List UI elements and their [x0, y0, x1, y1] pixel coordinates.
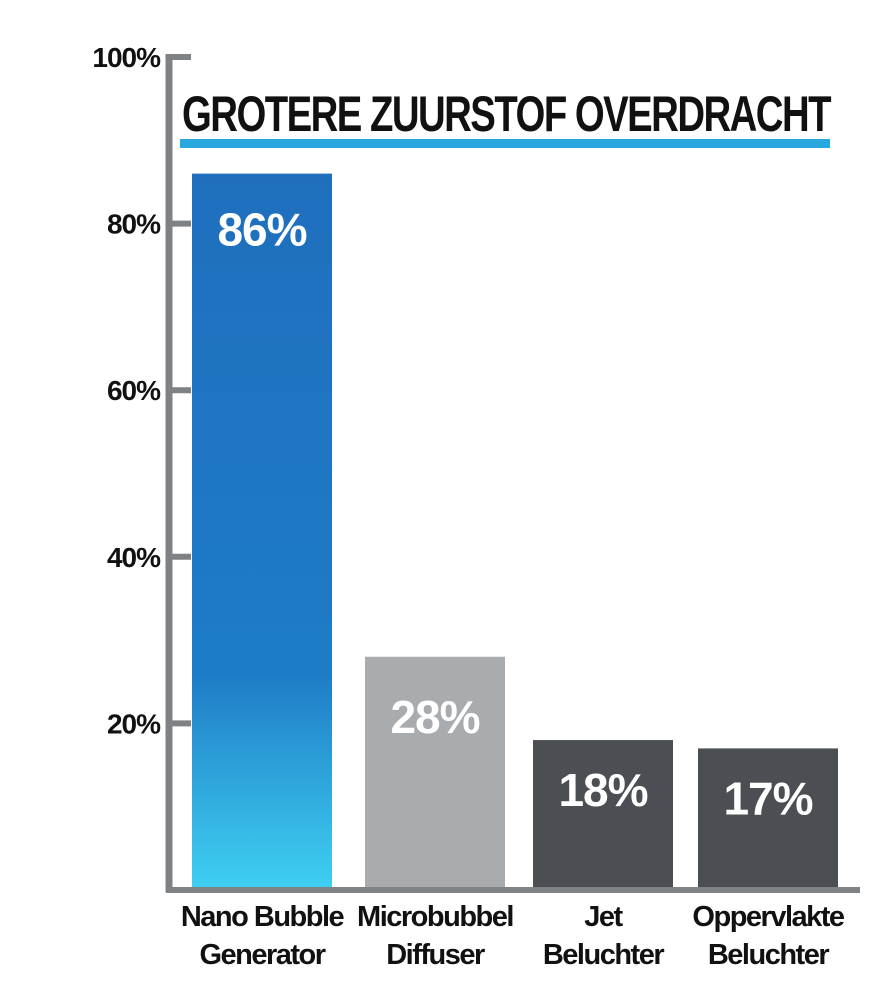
- category-label-1-line-1: Nano Bubble: [181, 901, 345, 933]
- category-label-3-line-1: Jet: [584, 901, 623, 933]
- category-label-3-line-2: Beluchter: [543, 939, 664, 971]
- y-axis-ticks: 20% 40% 60% 80% 100%: [92, 42, 191, 739]
- bar-2: [365, 656, 505, 890]
- category-label-1-line-2: Generator: [199, 939, 325, 971]
- y-tick-label-80: 80%: [107, 209, 161, 240]
- category-label-4-line-1: Oppervlakte: [692, 901, 844, 933]
- category-label-4-line-2: Beluchter: [708, 939, 829, 971]
- y-tick-label-20: 20%: [107, 708, 161, 739]
- data-labels: 86% 28% 18% 17%: [217, 204, 813, 825]
- chart-title: GROTERE ZUURSTOF OVERDRACHT: [180, 86, 833, 148]
- category-label-2-line-2: Diffuser: [386, 939, 485, 971]
- category-label-2-line-1: Microbubbel: [357, 901, 513, 933]
- data-label-3: 18%: [558, 764, 647, 816]
- data-label-4: 17%: [723, 772, 812, 824]
- y-tick-label-100: 100%: [92, 42, 161, 73]
- y-tick-label-40: 40%: [107, 542, 161, 573]
- x-axis-categories: Nano Bubble Generator Microbubbel Diffuser J…: [181, 901, 847, 971]
- bar-4: [698, 748, 838, 890]
- data-label-2: 28%: [390, 691, 479, 743]
- y-tick-label-60: 60%: [107, 375, 161, 406]
- bars: [192, 173, 838, 890]
- data-label-1: 86%: [217, 204, 306, 256]
- chart-title-text: GROTERE ZUURSTOF OVERDRACHT: [182, 86, 831, 142]
- axes: [165, 54, 860, 893]
- bar-3: [533, 740, 673, 890]
- title-underline: [180, 139, 830, 148]
- bar-1: [192, 173, 332, 890]
